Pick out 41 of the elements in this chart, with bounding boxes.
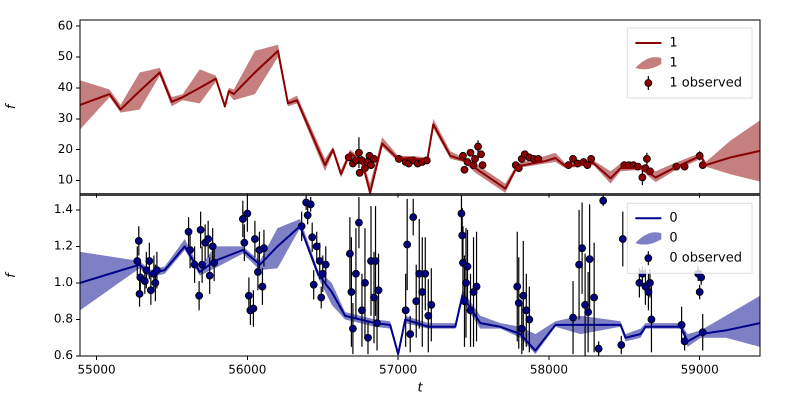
point	[466, 148, 474, 157]
y-axis-title: f	[4, 270, 20, 278]
text: 1	[669, 35, 678, 50]
point	[478, 161, 486, 169]
point	[459, 152, 467, 160]
y-axis-title: f	[4, 102, 20, 110]
y-tick-label: 10	[58, 172, 73, 187]
text: 0	[669, 210, 678, 226]
y-tick-label: 1.0	[54, 275, 73, 290]
point	[587, 155, 596, 163]
x-tick-label: 59000	[680, 362, 719, 376]
point	[638, 174, 646, 182]
y-tick-label: 0.8	[54, 312, 73, 326]
point	[471, 155, 479, 163]
legend-label: 0	[669, 230, 678, 246]
point	[534, 155, 542, 163]
x-axis-title: t	[417, 380, 424, 396]
legend-label: 1 observed	[669, 75, 742, 90]
y-tick-label: 40	[58, 80, 73, 94]
y-tick-label: 50	[58, 49, 73, 64]
y-tick-label: 20	[58, 142, 73, 156]
y-tick-label: 1.4	[54, 202, 73, 216]
point	[477, 150, 485, 158]
y-tick-label: 1.2	[54, 238, 73, 252]
x-tick-label: 56000	[228, 362, 266, 376]
legend-label: 1	[669, 55, 678, 70]
point	[474, 142, 482, 150]
legend-label: 0 observed	[669, 250, 742, 266]
x-tick-label: 58000	[530, 362, 568, 376]
point	[367, 161, 375, 169]
y-tick-label: 60	[58, 18, 73, 32]
point	[643, 155, 651, 163]
x-tick-label: 55000	[77, 362, 116, 376]
y-tick-label: 30	[58, 110, 73, 125]
point	[355, 148, 363, 157]
x-tick-label: 57000	[379, 362, 418, 376]
point	[569, 155, 577, 163]
point	[460, 166, 468, 174]
point	[370, 155, 378, 163]
point	[356, 168, 364, 177]
y-tick-label: 0.6	[54, 348, 73, 362]
